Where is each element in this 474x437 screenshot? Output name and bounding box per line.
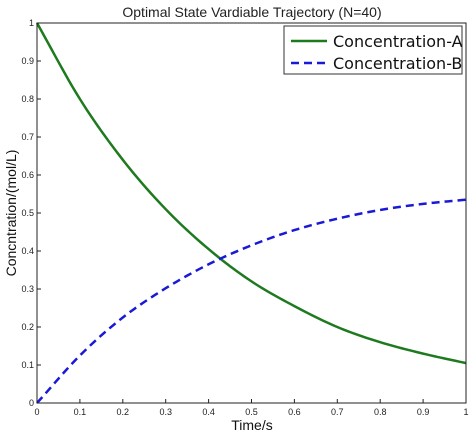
y-axis-label: Concntration/(mol/L): [3, 150, 19, 277]
y-tick-label: 0: [29, 398, 34, 408]
x-tick-label: 0.3: [159, 407, 172, 417]
x-tick-label: 1: [463, 407, 468, 417]
series-layer: [35, 22, 467, 404]
y-tick-label: 0.6: [21, 170, 34, 180]
x-axis-ticks: 0 0.1 0.2 0.3 0.4 0.5 0.6 0.7 0.8 0.9 1: [34, 399, 469, 417]
y-tick-label: 0.9: [21, 56, 34, 66]
x-tick-label: 0: [34, 407, 39, 417]
x-tick-label: 0.8: [374, 407, 387, 417]
y-tick-label: 0.3: [21, 284, 34, 294]
x-tick-label: 0.6: [288, 407, 301, 417]
y-tick-label: 0.2: [21, 322, 34, 332]
y-tick-label: 0.5: [21, 208, 34, 218]
y-tick-label: 0.4: [21, 246, 34, 256]
y-tick-label: 0.1: [21, 360, 34, 370]
legend: Concentration-A Concentration-B: [283, 25, 463, 75]
x-tick-label: 0.4: [202, 407, 215, 417]
x-tick-label: 0.5: [245, 407, 258, 417]
y-tick-label: 0.7: [21, 132, 34, 142]
plot-area: [37, 23, 466, 403]
legend-box: [283, 25, 463, 75]
series-line-concentration-b: [36, 198, 467, 404]
plot-frame: [36, 22, 467, 404]
y-axis-ticks: 0 0.1 0.2 0.3 0.4 0.5 0.6 0.7 0.8 0.9 1: [21, 18, 41, 408]
y-tick-label: 1: [29, 18, 34, 28]
y-tick-label: 0.8: [21, 94, 34, 104]
x-tick-label: 0.2: [117, 407, 130, 417]
x-tick-label: 0.7: [331, 407, 344, 417]
x-tick-label: 0.9: [417, 407, 430, 417]
legend-label-concentration-a: Concentration-A: [333, 32, 463, 51]
x-axis-label: Time/s: [231, 417, 272, 433]
series-line-concentration-a: [35, 22, 467, 365]
chart-title: Optimal State Vardiable Trajectory (N=40…: [122, 4, 381, 20]
legend-label-concentration-b: Concentration-B: [333, 54, 462, 73]
x-tick-label: 0.1: [74, 407, 87, 417]
